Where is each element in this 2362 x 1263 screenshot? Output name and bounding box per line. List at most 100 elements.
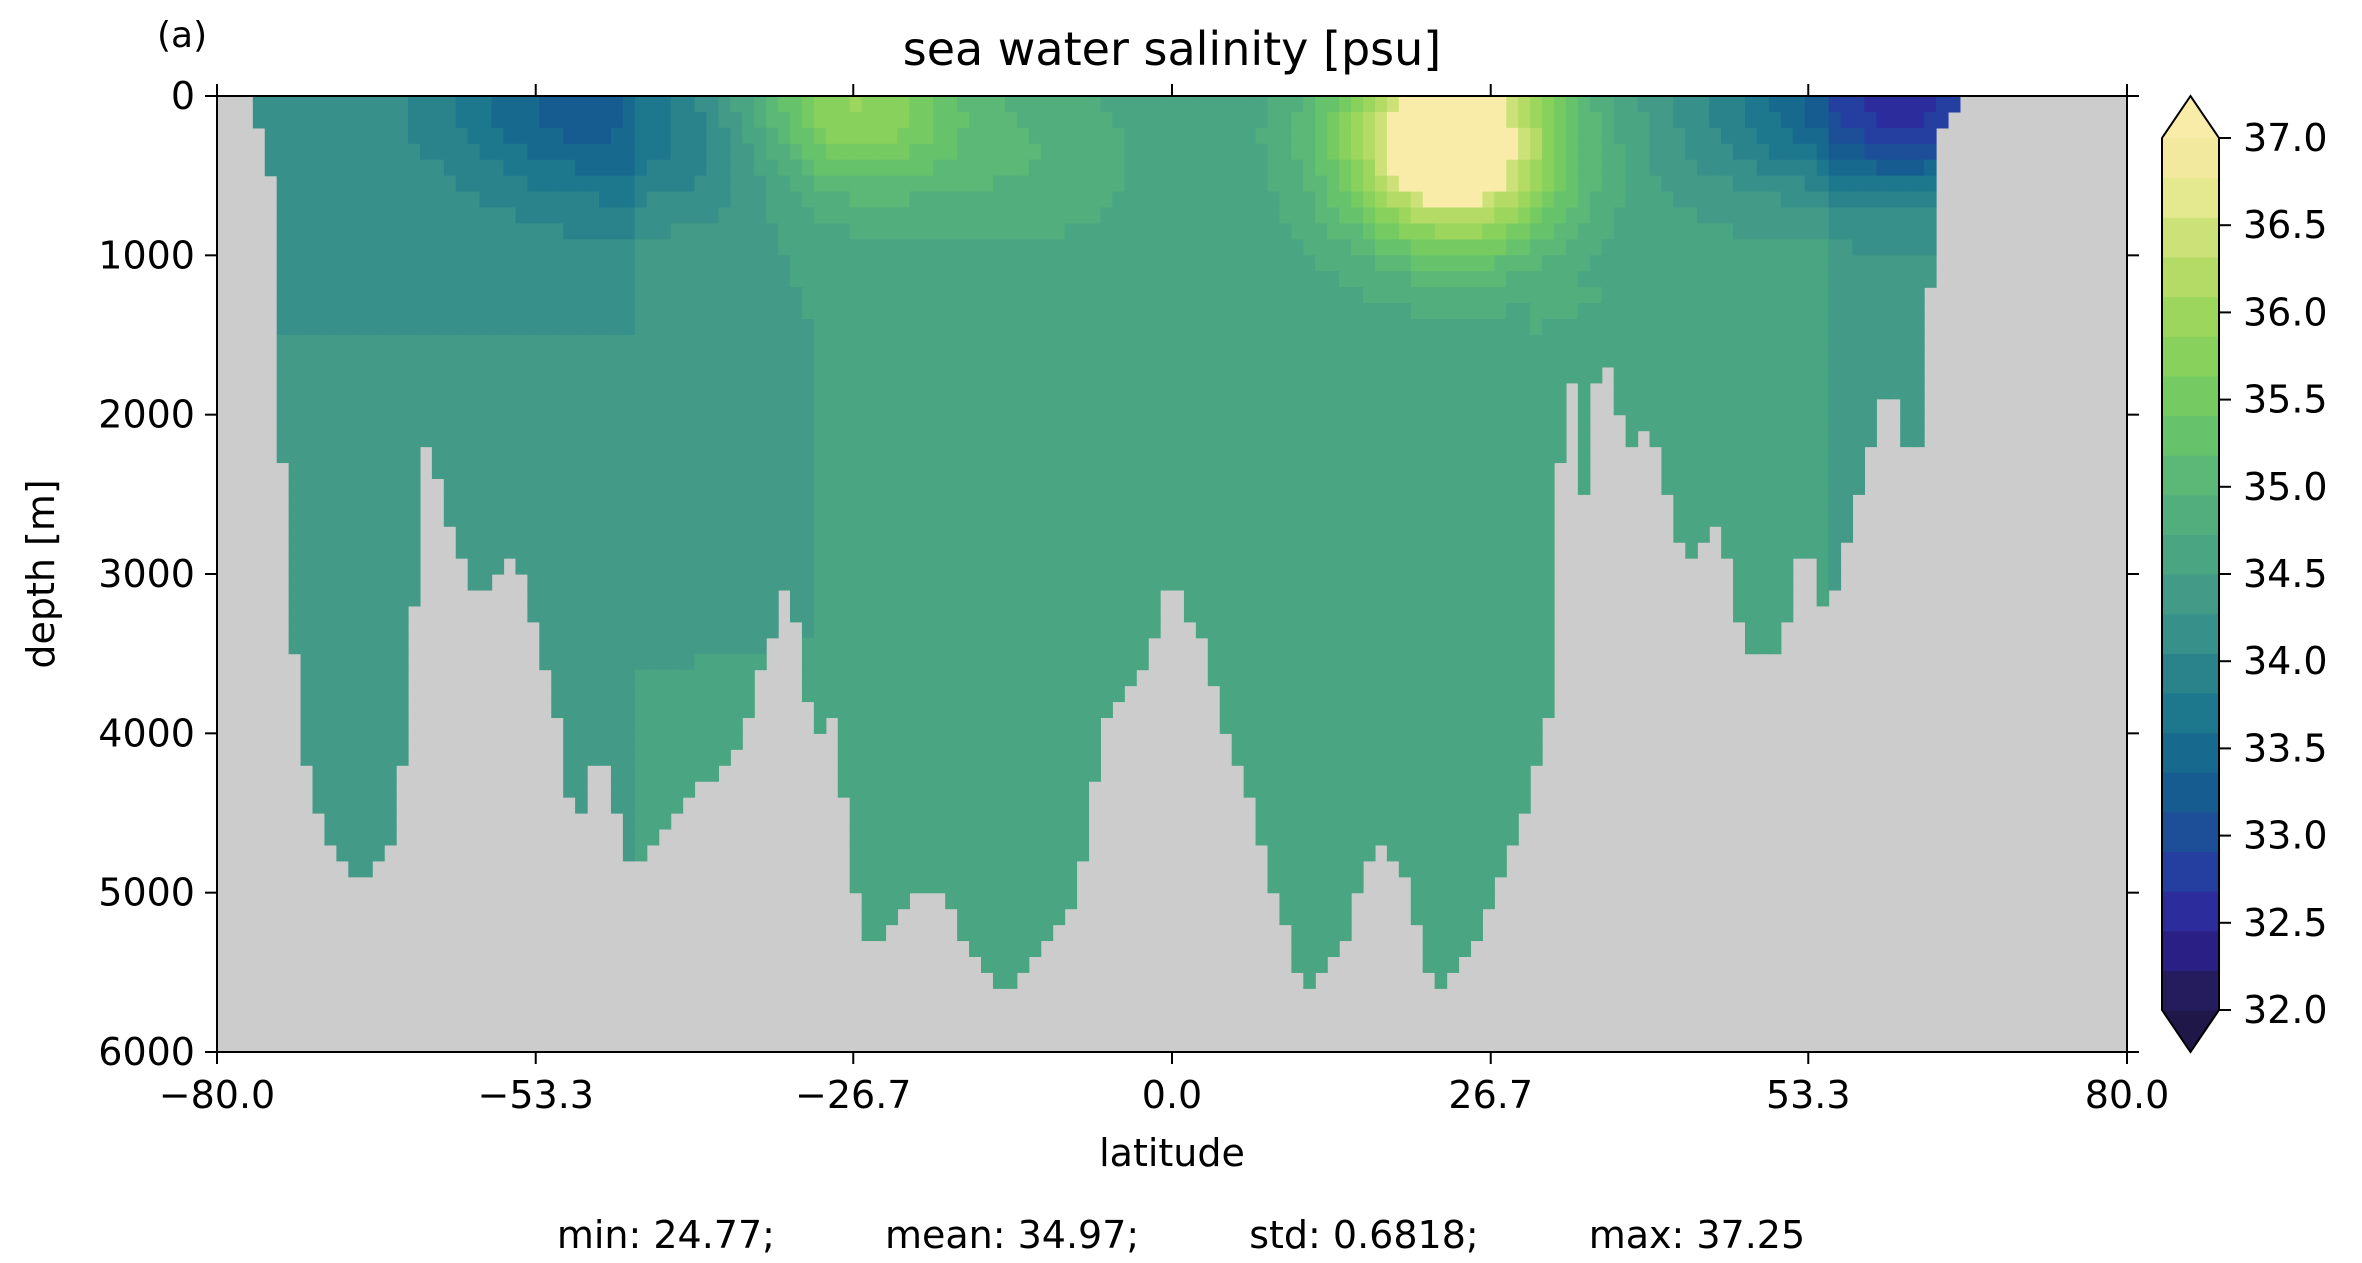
heatmap-cell [682, 159, 696, 177]
heatmap-cell [1088, 143, 1101, 161]
heatmap-cell [1016, 589, 1030, 607]
heatmap-cell [1506, 510, 1519, 527]
heatmap-cell [969, 605, 982, 623]
heatmap-cell [873, 239, 887, 256]
heatmap-cell [706, 207, 719, 225]
heatmap-cell [360, 255, 373, 272]
heatmap-cell [610, 574, 624, 591]
heatmap-cell [503, 255, 517, 272]
heatmap-cell [742, 414, 755, 432]
heatmap-cell [1124, 637, 1137, 655]
heatmap-cell [1028, 303, 1042, 320]
heatmap-cell [610, 781, 624, 798]
heatmap-cell [1052, 526, 1066, 543]
heatmap-cell [1434, 223, 1448, 240]
heatmap-cell [1064, 669, 1078, 687]
heatmap-cell [992, 621, 1006, 639]
heatmap-cell [1315, 462, 1328, 479]
heatmap-cell [1530, 446, 1543, 464]
heatmap-cell [813, 542, 827, 559]
heatmap-cell [431, 175, 445, 193]
heatmap-cell [1279, 462, 1292, 479]
heatmap-cell [1410, 733, 1424, 750]
heatmap-cell [945, 127, 958, 145]
heatmap-cell [742, 143, 755, 161]
heatmap-cell [1673, 223, 1686, 240]
heatmap-cell [1183, 159, 1197, 177]
heatmap-cell [1052, 335, 1066, 352]
heatmap-cell [1422, 860, 1436, 878]
heatmap-cell [1112, 478, 1125, 495]
heatmap-cell [981, 430, 994, 448]
heatmap-cell [1685, 366, 1698, 384]
heatmap-cell [1040, 478, 1054, 495]
heatmap-cell [1303, 956, 1316, 973]
heatmap-cell [336, 574, 349, 591]
heatmap-cell [849, 669, 863, 687]
heatmap-cell [1327, 621, 1340, 639]
heatmap-cell [1625, 255, 1639, 272]
heatmap-cell [1434, 382, 1448, 400]
heatmap-cell [1100, 621, 1113, 639]
heatmap-cell [718, 175, 731, 193]
heatmap-cell [1136, 127, 1149, 145]
heatmap-cell [1243, 366, 1257, 384]
heatmap-cell [1124, 287, 1137, 304]
heatmap-cell [992, 876, 1006, 894]
heatmap-cell [634, 159, 648, 177]
heatmap-cell [336, 191, 349, 209]
heatmap-cell [1637, 366, 1651, 384]
heatmap-cell [1577, 398, 1591, 416]
heatmap-cell [324, 701, 337, 718]
heatmap-cell [1279, 478, 1292, 495]
heatmap-cell [1076, 255, 1090, 272]
heatmap-cell [945, 446, 958, 464]
heatmap-cell [921, 382, 934, 400]
heatmap-cell [742, 605, 755, 623]
heatmap-cell [921, 175, 934, 193]
heatmap-cell [396, 605, 409, 623]
heatmap-cell [706, 653, 719, 671]
heatmap-cell [1315, 828, 1328, 846]
heatmap-cell [969, 271, 982, 288]
heatmap-cell [1004, 813, 1018, 830]
heatmap-cell [1028, 414, 1042, 432]
heatmap-cell [336, 701, 349, 718]
heatmap-cell [551, 255, 564, 272]
heatmap-cell [885, 637, 899, 655]
heatmap-cell [503, 335, 517, 352]
heatmap-cell [742, 589, 755, 607]
heatmap-cell [1398, 271, 1412, 288]
heatmap-cell [264, 96, 278, 113]
heatmap-cell [694, 542, 708, 559]
heatmap-cell [622, 765, 636, 782]
heatmap-cell [1148, 366, 1161, 384]
heatmap-cell [1112, 303, 1125, 320]
heatmap-cell [1434, 255, 1448, 272]
heatmap-cell [658, 765, 672, 782]
heatmap-cell [730, 191, 743, 209]
heatmap-cell [670, 717, 684, 734]
heatmap-cell [1470, 96, 1483, 113]
heatmap-cell [861, 542, 875, 559]
heatmap-cell [1494, 526, 1507, 543]
heatmap-cell [1016, 303, 1030, 320]
heatmap-cell [1291, 813, 1304, 830]
heatmap-cell [408, 414, 421, 432]
heatmap-cell [1398, 223, 1412, 240]
heatmap-cell [682, 542, 696, 559]
heatmap-cell [1410, 446, 1424, 464]
heatmap-cell [969, 223, 982, 240]
heatmap-cell [1219, 350, 1233, 368]
heatmap-cell [396, 398, 409, 416]
heatmap-cell [1076, 398, 1090, 416]
heatmap-cell [790, 319, 803, 336]
heatmap-cell [1542, 207, 1555, 225]
heatmap-cell [1315, 717, 1328, 734]
heatmap-cell [921, 414, 934, 432]
heatmap-cell [694, 733, 708, 750]
heatmap-cell [933, 191, 946, 209]
heatmap-cell [599, 223, 612, 240]
heatmap-cell [467, 303, 481, 320]
heatmap-cell [849, 526, 863, 543]
